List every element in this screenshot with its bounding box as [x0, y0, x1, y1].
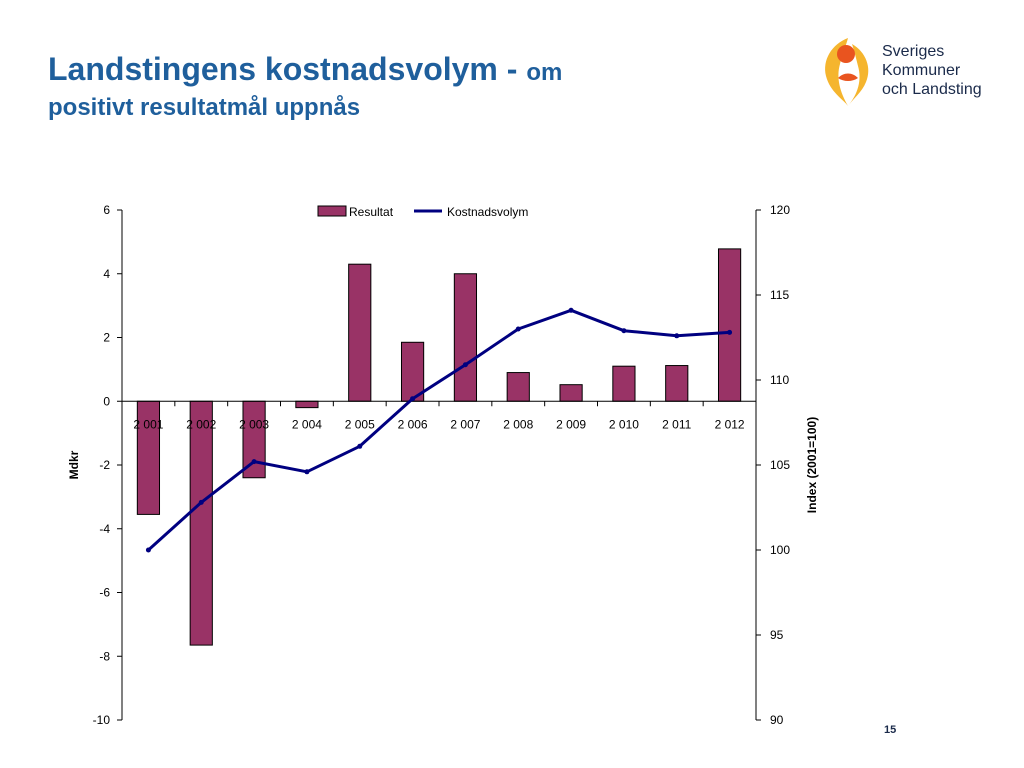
point-kostnadsvolym-2012	[727, 329, 733, 335]
x-axis-tick-label: 2 007	[450, 417, 480, 431]
point-kostnadsvolym-2006	[410, 396, 416, 402]
x-axis-tick-label: 2 004	[292, 417, 322, 431]
x-axis-tick-label: 2 003	[239, 417, 269, 431]
bar-resultat-2002	[189, 400, 213, 646]
point-kostnadsvolym-2003	[251, 459, 257, 465]
skl-logo: Sveriges Kommuner och Landsting	[818, 34, 998, 108]
x-axis-tick-label: 2 001	[133, 417, 163, 431]
left-axis-tick-label: 6	[103, 203, 110, 217]
legend-label-kostnadsvolym: Kostnadsvolym	[447, 205, 528, 219]
right-axis-tick-label: 90	[770, 713, 784, 727]
left-axis-tick-label: -8	[99, 649, 110, 663]
point-kostnadsvolym-2004	[304, 469, 310, 475]
x-axis-tick-label: 2 009	[556, 417, 586, 431]
x-axis-tick-label: 2 011	[662, 417, 691, 431]
left-axis-tick-label: -10	[93, 713, 111, 727]
point-kostnadsvolym-2001	[145, 547, 151, 553]
legend-swatch-resultat	[317, 205, 347, 217]
left-axis-title: Mdkr	[67, 450, 81, 479]
skl-logo-text: Sveriges Kommuner och Landsting	[882, 42, 982, 99]
point-kostnadsvolym-2002	[198, 499, 204, 505]
right-axis-tick-label: 110	[770, 373, 789, 387]
x-axis-tick-label: 2 005	[345, 417, 375, 431]
logo-line-1: Sveriges	[882, 43, 945, 60]
x-axis-tick-label: 2 008	[503, 417, 533, 431]
bar-resultat-2005	[348, 263, 372, 402]
bar-resultat-2004	[295, 400, 319, 409]
x-axis-tick-label: 2 012	[715, 417, 745, 431]
left-axis-tick-label: 0	[103, 394, 110, 408]
bar-resultat-2009	[559, 384, 583, 402]
left-axis-tick-label: -4	[99, 522, 110, 536]
left-axis-tick-label: -6	[99, 586, 110, 600]
right-axis-title: Index (2001=100)	[805, 417, 819, 513]
right-axis-tick-label: 115	[770, 288, 789, 302]
bar-resultat-2010	[612, 365, 636, 402]
right-axis-tick-label: 95	[770, 628, 784, 642]
right-axis-tick-label: 120	[770, 203, 790, 217]
slide-title: Landstingens kostnadsvolym - om positivt…	[48, 50, 562, 123]
point-kostnadsvolym-2007	[462, 362, 468, 368]
legend-label-resultat: Resultat	[349, 205, 394, 219]
right-axis-tick-label: 100	[770, 543, 790, 557]
x-axis-tick-label: 2 006	[398, 417, 428, 431]
slide-title-sub: om	[526, 59, 563, 86]
x-axis-tick-label: 2 010	[609, 417, 639, 431]
slide-title-line2: positivt resultatmål uppnås	[48, 94, 361, 122]
bar-resultat-2011	[665, 365, 689, 402]
point-kostnadsvolym-2011	[674, 333, 680, 339]
left-axis-tick-label: -2	[99, 458, 110, 472]
left-axis-tick-label: 4	[103, 267, 110, 281]
bar-resultat-2007	[453, 273, 478, 402]
right-axis-tick-label: 105	[770, 458, 790, 472]
point-kostnadsvolym-2008	[515, 326, 521, 332]
point-kostnadsvolym-2009	[568, 307, 574, 313]
x-axis-tick-label: 2 002	[186, 417, 216, 431]
left-axis-tick-label: 2	[103, 331, 110, 345]
line-kostnadsvolym	[147, 308, 730, 552]
bar-resultat-2008	[506, 372, 530, 402]
skl-logo-mark-icon	[825, 38, 869, 106]
point-kostnadsvolym-2005	[357, 443, 363, 449]
point-kostnadsvolym-2010	[621, 328, 627, 334]
page-number: 15	[884, 724, 897, 736]
slide-title-main: Landstingens kostnadsvolym -	[48, 51, 527, 87]
bar-resultat-2012	[717, 248, 742, 402]
logo-line-3: och Landsting	[882, 81, 982, 98]
logo-line-2: Kommuner	[882, 62, 961, 79]
